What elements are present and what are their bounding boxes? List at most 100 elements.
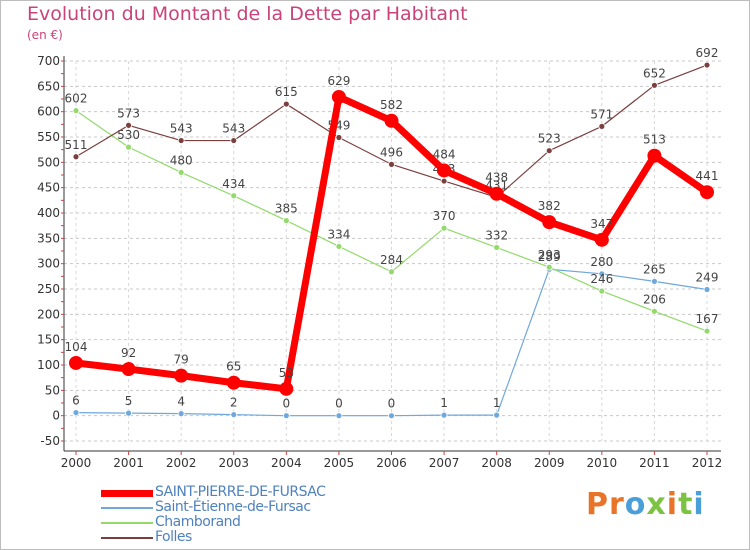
- legend-swatch: [101, 489, 153, 497]
- data-label: 543: [170, 122, 193, 136]
- y-tick-label: 500: [37, 155, 60, 169]
- data-label: 334: [327, 227, 350, 241]
- y-tick-label: 0: [52, 409, 60, 423]
- x-tick-label: 2002: [166, 456, 197, 470]
- data-label: 265: [643, 262, 666, 276]
- data-point: [230, 137, 238, 144]
- data-label: 543: [222, 122, 245, 136]
- y-tick-label: 650: [37, 79, 60, 93]
- data-label: 293: [538, 248, 561, 262]
- y-tick-label: 100: [37, 358, 60, 372]
- data-label: 280: [590, 255, 613, 269]
- data-point: [230, 411, 238, 419]
- data-label: 385: [275, 202, 298, 216]
- data-point: [493, 244, 501, 251]
- legend-swatch: [101, 507, 153, 509]
- y-tick-label: 450: [37, 181, 60, 195]
- data-point: [388, 412, 395, 420]
- legend-label: Saint-Étienne-de-Fursac: [155, 499, 311, 515]
- x-tick-label: 2009: [534, 456, 565, 470]
- data-point: [335, 134, 343, 141]
- data-point: [125, 143, 132, 151]
- data-point: [335, 412, 343, 420]
- legend-swatch: [101, 522, 153, 524]
- data-point: [177, 410, 185, 418]
- data-label: 615: [275, 85, 298, 99]
- y-tick-label: 700: [37, 54, 60, 68]
- data-point: [125, 409, 132, 417]
- data-label: 79: [174, 353, 189, 367]
- data-point: [651, 81, 658, 89]
- data-label: 496: [380, 145, 403, 159]
- data-label: 530: [117, 128, 140, 142]
- proxiti-logo: Proxiti: [586, 487, 705, 522]
- series-1: 6 5 4 2 0 0 0 1 1 289 280 265 249: [72, 250, 719, 420]
- data-label: 1: [440, 396, 448, 410]
- data-label: 0: [388, 397, 396, 411]
- data-point: [69, 355, 83, 370]
- data-point: [493, 411, 501, 419]
- logo-letter: r: [609, 487, 625, 522]
- data-label: 1: [493, 396, 501, 410]
- data-point: [388, 268, 395, 276]
- data-label: 5: [125, 394, 133, 408]
- legend-label: Folles: [155, 529, 192, 545]
- x-tick-label: 2004: [271, 456, 302, 470]
- data-point: [440, 411, 448, 419]
- data-point: [542, 215, 557, 230]
- data-point: [598, 270, 606, 278]
- legend-label: SAINT-PIERRE-DE-FURSAC: [155, 484, 326, 500]
- data-label: 347: [590, 217, 613, 231]
- data-label: 65: [226, 360, 241, 374]
- y-tick-label: 50: [45, 383, 60, 397]
- data-label: 0: [283, 397, 291, 411]
- data-point: [282, 217, 290, 225]
- data-label: 602: [65, 92, 88, 106]
- data-label: 284: [380, 253, 403, 267]
- data-label: 441: [696, 169, 719, 183]
- x-tick-label: 2011: [639, 456, 670, 470]
- data-label: 289: [538, 250, 561, 264]
- chart-title: Evolution du Montant de la Dette par Hab…: [27, 3, 468, 25]
- data-point: [230, 192, 238, 200]
- data-label: 0: [335, 397, 343, 411]
- x-tick-label: 2006: [376, 456, 407, 470]
- data-label: 513: [643, 133, 666, 147]
- x-tick-label: 2010: [587, 456, 618, 470]
- data-point: [594, 232, 609, 247]
- data-label: 480: [170, 153, 193, 167]
- data-label: 167: [696, 312, 719, 326]
- data-label: 249: [696, 271, 719, 285]
- y-tick-label: 400: [37, 206, 60, 220]
- data-point: [598, 287, 606, 295]
- data-label: 573: [117, 106, 140, 120]
- y-tick-label: 150: [37, 333, 60, 347]
- data-label: 4: [177, 395, 185, 409]
- series-0: 104 92 79 65 53 629 582 484 438 382 347 513 441: [65, 74, 719, 396]
- logo-letter: o: [624, 487, 647, 522]
- data-point: [437, 163, 452, 178]
- data-point: [72, 153, 80, 161]
- x-tick-label: 2000: [61, 456, 92, 470]
- data-point: [282, 100, 290, 108]
- data-point: [174, 368, 189, 383]
- data-point: [384, 113, 399, 128]
- data-point: [651, 277, 658, 285]
- data-point: [703, 61, 711, 69]
- data-point: [279, 381, 294, 396]
- data-point: [440, 224, 448, 232]
- data-point: [651, 307, 658, 315]
- data-point: [545, 263, 553, 271]
- data-point: [489, 186, 504, 201]
- y-tick-label: -50: [40, 434, 60, 448]
- chart-subtitle: (en €): [27, 28, 63, 42]
- data-point: [331, 89, 346, 104]
- logo-letter: i: [666, 487, 679, 522]
- data-label: 2: [230, 396, 238, 410]
- y-tick-label: 250: [37, 282, 60, 296]
- data-label: 53: [279, 366, 294, 380]
- data-label: 332: [485, 228, 508, 242]
- data-label: 571: [590, 107, 613, 121]
- data-point: [647, 148, 662, 163]
